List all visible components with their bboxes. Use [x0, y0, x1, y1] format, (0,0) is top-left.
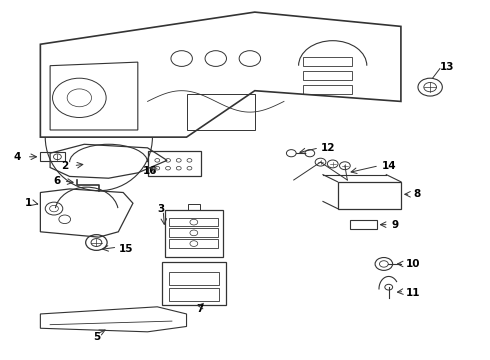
Bar — [165, 210, 223, 257]
Bar — [350, 220, 376, 229]
Bar — [162, 262, 225, 305]
Bar — [303, 71, 352, 80]
Bar — [147, 152, 201, 176]
Text: 7: 7 — [196, 304, 204, 314]
Bar — [40, 153, 65, 161]
Bar — [170, 228, 218, 237]
Bar — [303, 57, 352, 66]
Bar — [170, 217, 218, 226]
Text: 3: 3 — [158, 203, 165, 213]
Text: 10: 10 — [406, 259, 420, 269]
Bar — [170, 239, 218, 248]
Text: 4: 4 — [14, 152, 21, 162]
Text: 5: 5 — [93, 332, 100, 342]
Text: 6: 6 — [54, 176, 61, 186]
Bar — [169, 272, 219, 285]
Text: 16: 16 — [143, 166, 157, 176]
Bar — [338, 182, 401, 208]
Text: 9: 9 — [391, 220, 398, 230]
Text: 12: 12 — [320, 143, 335, 153]
Text: 14: 14 — [381, 161, 396, 171]
Text: 1: 1 — [24, 198, 32, 208]
Text: 11: 11 — [406, 288, 420, 297]
Text: 2: 2 — [61, 161, 68, 171]
Text: 13: 13 — [440, 63, 454, 72]
Text: 8: 8 — [413, 189, 420, 199]
Bar — [169, 288, 219, 301]
Text: 15: 15 — [118, 244, 133, 253]
Bar — [188, 204, 200, 210]
Bar — [187, 94, 255, 130]
Bar — [303, 85, 352, 94]
